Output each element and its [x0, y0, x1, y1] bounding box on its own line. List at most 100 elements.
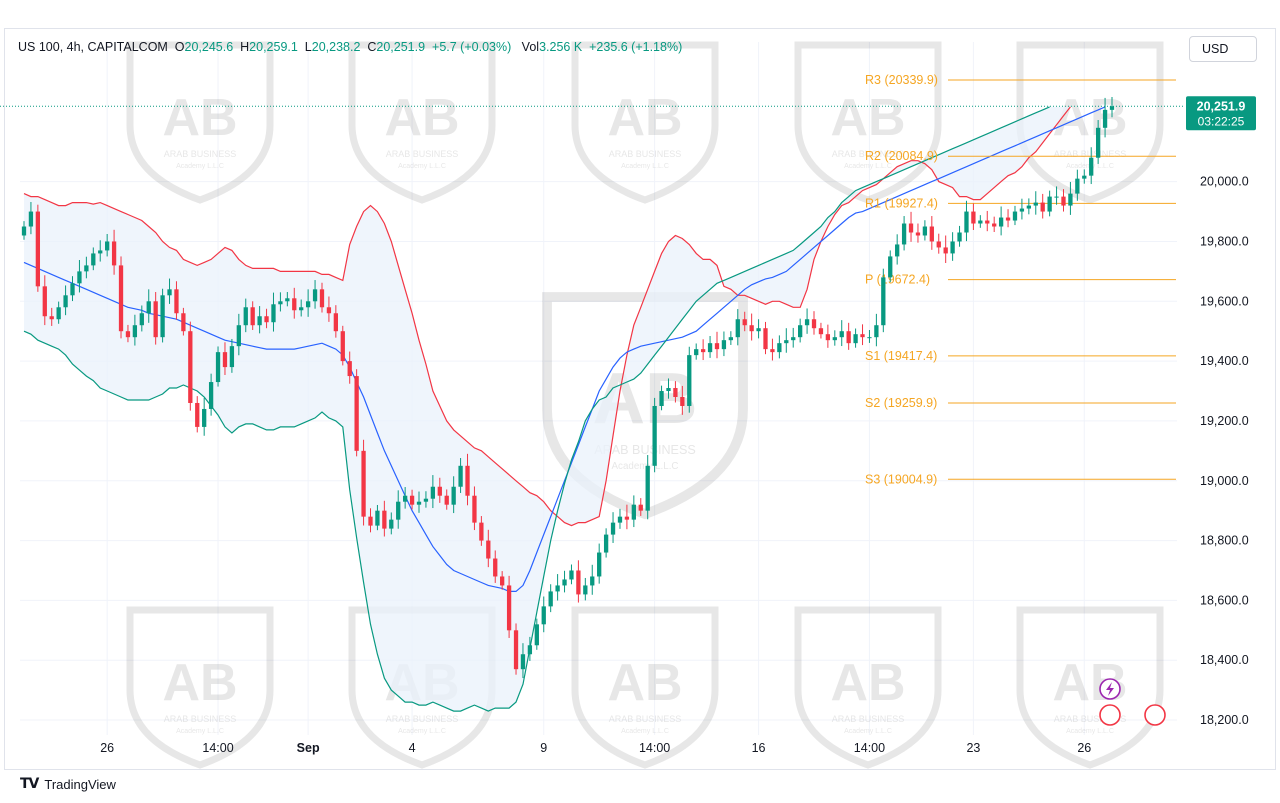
candle-body[interactable] — [292, 298, 297, 311]
candle-body[interactable] — [63, 295, 68, 308]
candle-body[interactable] — [936, 241, 941, 248]
candle-body[interactable] — [597, 552, 602, 577]
candle-body[interactable] — [222, 352, 228, 368]
candle-body[interactable] — [735, 319, 740, 338]
candle-body[interactable] — [181, 313, 186, 332]
candle-body[interactable] — [784, 340, 789, 344]
candle-body[interactable] — [305, 301, 311, 308]
candle-body[interactable] — [91, 253, 96, 266]
candle-body[interactable] — [791, 337, 796, 341]
candle-body[interactable] — [125, 331, 131, 338]
candle-body[interactable] — [389, 519, 394, 529]
candle-body[interactable] — [375, 510, 380, 526]
candle-body[interactable] — [583, 585, 588, 595]
candle-body[interactable] — [576, 570, 581, 595]
event-markers[interactable] — [1099, 678, 1166, 726]
candle-body[interactable] — [770, 349, 775, 353]
candle-body[interactable] — [666, 388, 671, 392]
candle-body[interactable] — [49, 316, 54, 320]
candle-body[interactable] — [700, 349, 706, 353]
candle-body[interactable] — [271, 304, 276, 323]
candle-body[interactable] — [874, 325, 879, 338]
candle-body[interactable] — [215, 352, 221, 383]
us-flag-event-icon[interactable] — [1099, 704, 1121, 726]
candle-body[interactable] — [624, 516, 630, 520]
candle-body[interactable] — [915, 232, 921, 236]
candle-body[interactable] — [472, 495, 477, 523]
candle-body[interactable] — [694, 349, 699, 356]
candle-body[interactable] — [645, 465, 650, 511]
candle-body[interactable] — [84, 265, 89, 272]
candle-body[interactable] — [132, 325, 138, 338]
candle-body[interactable] — [188, 331, 193, 403]
candle-body[interactable] — [541, 606, 546, 625]
candle-body[interactable] — [1102, 109, 1108, 128]
candle-body[interactable] — [312, 289, 318, 302]
candle-body[interactable] — [811, 319, 817, 329]
candle-body[interactable] — [680, 397, 685, 406]
candle-body[interactable] — [1019, 208, 1025, 212]
candle-body[interactable] — [742, 319, 747, 326]
candle-body[interactable] — [285, 298, 290, 302]
candle-body[interactable] — [139, 313, 144, 326]
candle-body[interactable] — [569, 570, 574, 580]
candle-body[interactable] — [555, 585, 560, 592]
candle-body[interactable] — [264, 316, 269, 323]
candle-body[interactable] — [340, 331, 345, 362]
candle-body[interactable] — [846, 331, 851, 344]
candle-body[interactable] — [749, 325, 754, 332]
candle-body[interactable] — [486, 540, 491, 559]
candle-body[interactable] — [451, 486, 456, 505]
candle-body[interactable] — [118, 265, 124, 332]
candle-body[interactable] — [430, 486, 436, 499]
candle-body[interactable] — [195, 402, 200, 427]
candle-body[interactable] — [506, 585, 512, 631]
candle-body[interactable] — [562, 579, 567, 586]
candle-body[interactable] — [319, 289, 325, 308]
candle-body[interactable] — [992, 223, 997, 227]
candle-body[interactable] — [901, 223, 907, 245]
candle-body[interactable] — [1033, 202, 1038, 206]
tradingview-brand[interactable]: TradingView — [44, 776, 116, 792]
candle-body[interactable] — [908, 223, 914, 233]
candle-body[interactable] — [707, 343, 713, 353]
candle-body[interactable] — [687, 355, 692, 406]
candle-body[interactable] — [957, 232, 962, 242]
candle-body[interactable] — [929, 226, 934, 242]
candle-body[interactable] — [56, 307, 61, 320]
candle-body[interactable] — [998, 217, 1004, 227]
candle-body[interactable] — [479, 522, 484, 541]
candle-body[interactable] — [1061, 196, 1066, 206]
candle-body[interactable] — [368, 516, 373, 526]
candle-body[interactable] — [853, 334, 858, 344]
candle-body[interactable] — [1082, 175, 1087, 179]
candle-body[interactable] — [804, 319, 810, 326]
candle-body[interactable] — [347, 361, 352, 377]
candle-body[interactable] — [70, 283, 75, 296]
candle-body[interactable] — [777, 343, 782, 353]
candle-body[interactable] — [493, 558, 498, 577]
candle-body[interactable] — [299, 307, 304, 311]
candle-body[interactable] — [1068, 193, 1073, 206]
price-axis[interactable]: 20,000.0 19,800.0 19,600.0 19,400.0 19,200.0… — [1200, 175, 1249, 727]
candle-body[interactable] — [333, 313, 338, 332]
candle-body[interactable] — [818, 328, 824, 335]
candle-body[interactable] — [534, 624, 539, 646]
candle-body[interactable] — [832, 337, 837, 341]
candle-body[interactable] — [437, 486, 442, 496]
candle-body[interactable] — [236, 325, 241, 347]
candle-body[interactable] — [798, 325, 803, 338]
candle-body[interactable] — [382, 510, 387, 529]
candle-body[interactable] — [971, 211, 976, 224]
symbol-label[interactable]: US 100, 4h, CAPITALCOM — [18, 40, 168, 54]
candle-body[interactable] — [160, 295, 165, 338]
candle-body[interactable] — [1026, 205, 1031, 209]
candle-body[interactable] — [763, 328, 768, 350]
candle-body[interactable] — [458, 465, 463, 487]
candle-body[interactable] — [1075, 178, 1080, 194]
candle-body[interactable] — [985, 220, 990, 224]
candle-body[interactable] — [714, 343, 720, 350]
candle-body[interactable] — [174, 289, 179, 314]
candle-body[interactable] — [146, 301, 151, 314]
